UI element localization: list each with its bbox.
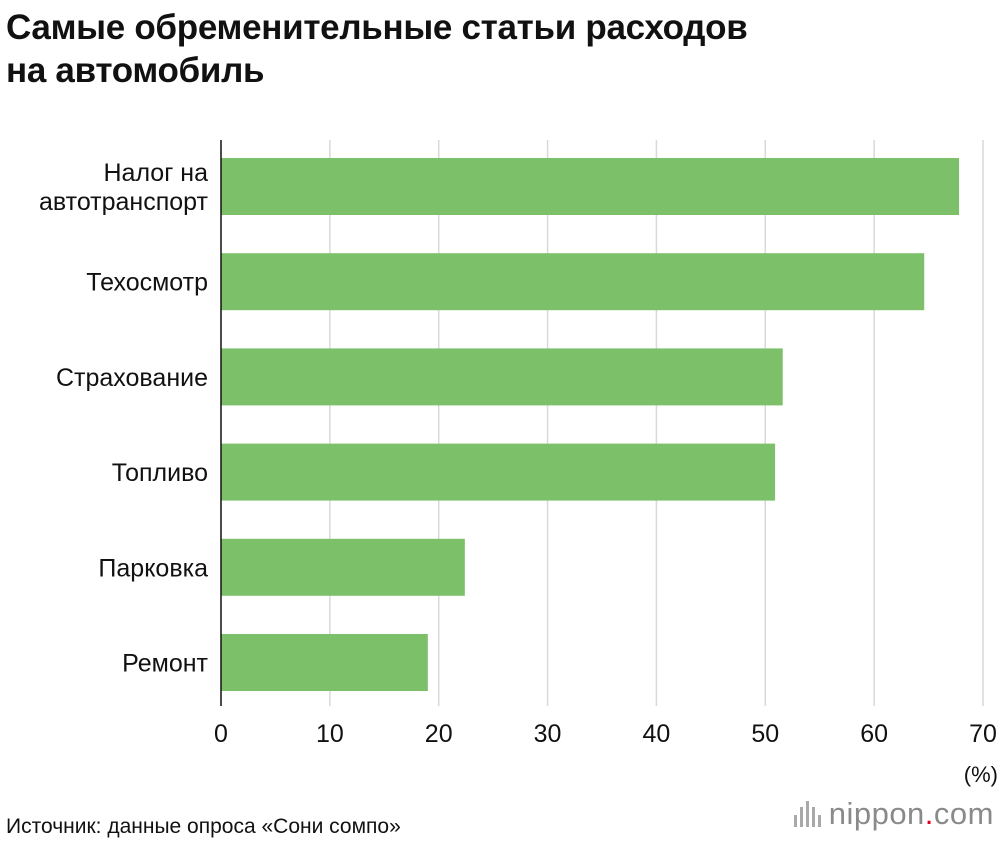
category-label-1: Техосмотр [86, 269, 208, 297]
brand-tld: com [933, 796, 994, 831]
brand-name: nippon [828, 796, 925, 831]
x-axis-unit-label: (%) [964, 762, 998, 787]
x-tick-label-20: 20 [425, 720, 453, 748]
x-tick-label-10: 10 [316, 720, 344, 748]
x-tick-label-70: 70 [969, 720, 997, 748]
x-axis: 0 10 20 30 40 50 60 70 (%) [214, 140, 998, 787]
bar-2 [221, 348, 783, 406]
brand-wordmark: nippon.com [829, 796, 994, 832]
category-labels: Налог на автотранспорт Техосмотр Страховани… [39, 159, 209, 678]
bar-0 [221, 158, 960, 215]
category-label-3: Топливо [112, 459, 208, 487]
bar-5 [221, 634, 428, 691]
x-tick-label-50: 50 [751, 720, 779, 748]
category-label-0-line-1: автотранспорт [39, 188, 209, 216]
category-label-4: Парковка [98, 554, 208, 582]
x-tick-label-40: 40 [643, 720, 671, 748]
category-label-2-line-0: Страхование [56, 364, 208, 392]
brand-logo: nippon.com [793, 796, 994, 832]
chart-title-line-2: на автомобиль [6, 51, 265, 90]
bar-4 [221, 538, 465, 596]
brand-dot: . [924, 796, 934, 831]
category-label-4-line-0: Парковка [98, 554, 208, 582]
category-label-5-line-0: Ремонт [122, 650, 208, 678]
bars [221, 158, 960, 691]
bar-3 [221, 443, 776, 501]
category-label-5: Ремонт [122, 650, 208, 678]
category-label-1-line-0: Техосмотр [86, 269, 208, 297]
source-note: Источник: данные опроса «Сони сомпо» [6, 815, 401, 838]
category-label-3-line-0: Топливо [112, 459, 208, 487]
x-tick-label-60: 60 [860, 720, 888, 748]
x-tick-label-0: 0 [214, 720, 228, 748]
bar-1 [221, 253, 925, 311]
x-tick-label-30: 30 [534, 720, 562, 748]
nippon-bars-icon [793, 801, 821, 827]
chart-title: Самые обременительные статьи расходов на… [6, 6, 966, 92]
category-label-2: Страхование [56, 364, 208, 392]
grid-lines [329, 140, 984, 706]
category-label-0-line-0: Налог на [103, 159, 208, 187]
category-label-0: Налог на автотранспорт [39, 159, 209, 216]
chart-title-line-1: Самые обременительные статьи расходов [6, 8, 748, 47]
